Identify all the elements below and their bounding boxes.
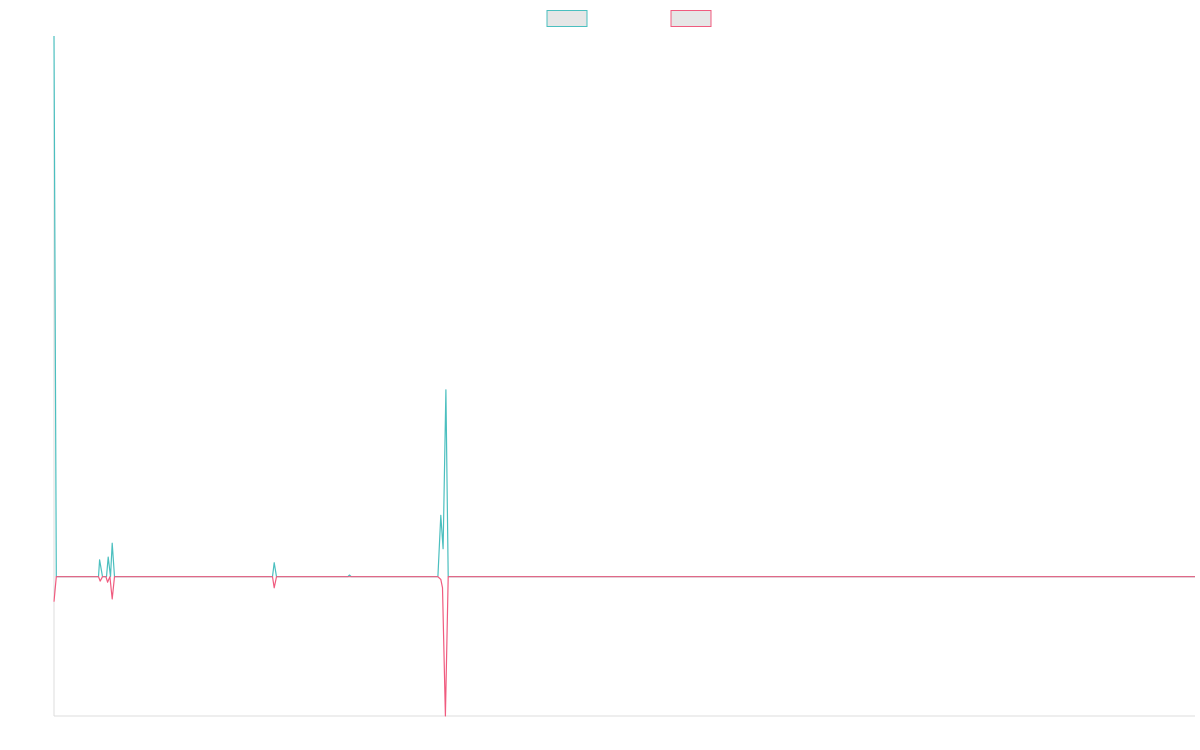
axes — [53, 36, 1195, 717]
legend-item-1[interactable] — [546, 10, 588, 27]
legend — [546, 10, 712, 27]
series-line-1 — [53, 35, 1195, 578]
legend-item-2[interactable] — [670, 10, 712, 27]
plot-area — [53, 35, 1195, 717]
legend-swatch-2 — [670, 10, 712, 27]
legend-swatch-1 — [546, 10, 588, 27]
series-line-2 — [53, 576, 1195, 717]
